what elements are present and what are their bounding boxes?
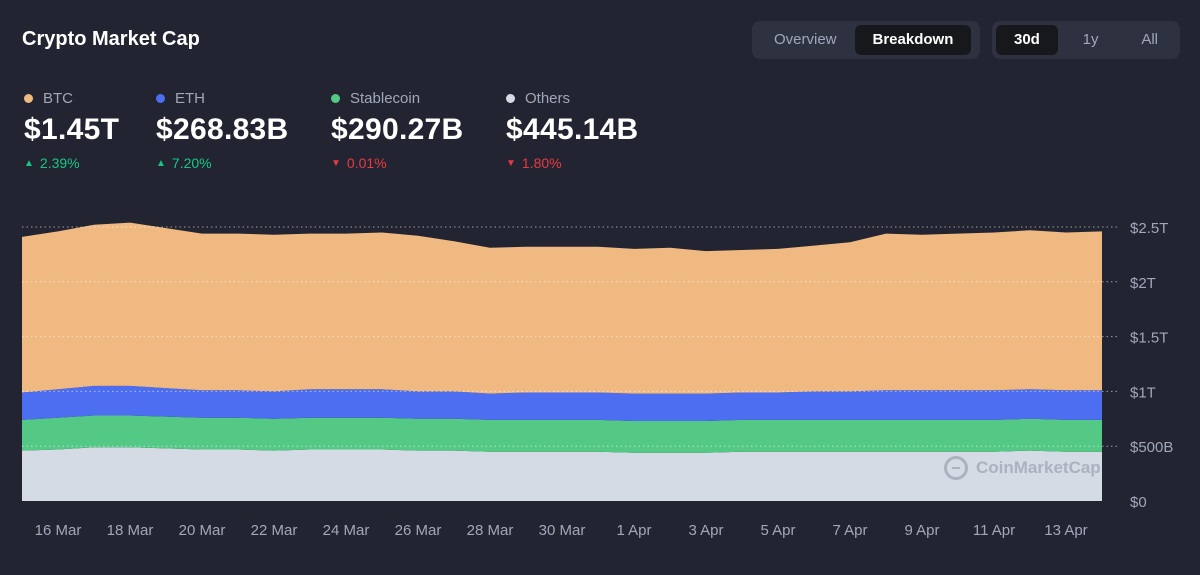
breakdown-tab[interactable]: Breakdown (854, 25, 972, 55)
stablecoin-legend-dot (331, 94, 340, 103)
btc-market-cap: $1.45T (24, 113, 120, 146)
range-30d-tab[interactable]: 30d (996, 25, 1058, 55)
eth-legend-label: ETH (175, 90, 205, 107)
y-tick-label: $500B (1130, 439, 1173, 456)
coinmarketcap-watermark: CoinMarketCap (944, 456, 1101, 480)
triangle-up-icon: ▲ (156, 157, 166, 169)
watermark-text: CoinMarketCap (976, 458, 1101, 477)
stablecoin-change: 0.01% (346, 155, 387, 171)
x-tick-label: 28 Mar (467, 522, 514, 539)
market-cap-chart[interactable]: $0 $500B $1T $1.5T $2T $2.5T 16 Mar 18 Mar 20 Ma… (0, 200, 1200, 550)
stat-stablecoin: Stablecoin $290.27B ▼ 0.01% (331, 90, 464, 171)
triangle-down-icon: ▼ (331, 157, 341, 169)
eth-legend-dot (156, 94, 165, 103)
btc-legend-dot (24, 94, 33, 103)
x-tick-label: 3 Apr (688, 522, 723, 539)
y-tick-label: $2T (1130, 275, 1156, 292)
x-tick-label: 16 Mar (35, 522, 82, 539)
y-tick-label: $2.5T (1130, 220, 1168, 237)
x-tick-label: 26 Mar (395, 522, 442, 539)
stablecoin-legend-label: Stablecoin (350, 90, 421, 107)
others-market-cap: $445.14B (506, 113, 639, 146)
view-toggle: Overview Breakdown (752, 21, 980, 59)
x-tick-label: 1 Apr (616, 522, 651, 539)
stat-btc: BTC $1.45T ▲ 2.39% (24, 90, 119, 171)
eth-market-cap: $268.83B (156, 113, 289, 146)
series-area-stablecoin[interactable] (22, 415, 1102, 453)
btc-legend-label: BTC (43, 90, 73, 107)
x-tick-label: 20 Mar (179, 522, 226, 539)
stat-others: Others $445.14B ▼ 1.80% (506, 90, 639, 171)
x-tick-label: 7 Apr (832, 522, 867, 539)
x-tick-label: 18 Mar (107, 522, 154, 539)
triangle-down-icon: ▼ (506, 157, 516, 169)
range-all-tab[interactable]: All (1141, 31, 1158, 48)
stat-eth: ETH $268.83B ▲ 7.20% (156, 90, 289, 171)
btc-change: 2.39% (39, 155, 80, 171)
others-change: 1.80% (521, 155, 562, 171)
y-tick-label: $1T (1130, 384, 1156, 401)
x-tick-label: 22 Mar (251, 522, 298, 539)
range-1y-tab[interactable]: 1y (1082, 31, 1099, 48)
series-area-others[interactable] (22, 447, 1102, 501)
x-tick-label: 30 Mar (539, 522, 586, 539)
page-title: Crypto Market Cap (22, 28, 200, 50)
others-legend-label: Others (525, 90, 571, 107)
x-tick-label: 24 Mar (323, 522, 370, 539)
x-tick-label: 9 Apr (904, 522, 939, 539)
x-tick-label: 13 Apr (1044, 522, 1087, 539)
y-tick-label: $0 (1130, 494, 1147, 511)
coinmarketcap-logo-icon (944, 456, 968, 480)
y-tick-label: $1.5T (1130, 330, 1168, 347)
others-legend-dot (506, 94, 515, 103)
overview-tab[interactable]: Overview (774, 31, 837, 48)
stablecoin-market-cap: $290.27B (331, 113, 464, 146)
series-area-btc[interactable] (22, 222, 1102, 394)
triangle-up-icon: ▲ (24, 157, 34, 169)
x-tick-label: 11 Apr (973, 522, 1015, 539)
eth-change: 7.20% (171, 155, 212, 171)
x-tick-label: 5 Apr (760, 522, 795, 539)
series-area-eth[interactable] (22, 385, 1102, 421)
range-toggle: 30d 1y All (992, 21, 1180, 59)
